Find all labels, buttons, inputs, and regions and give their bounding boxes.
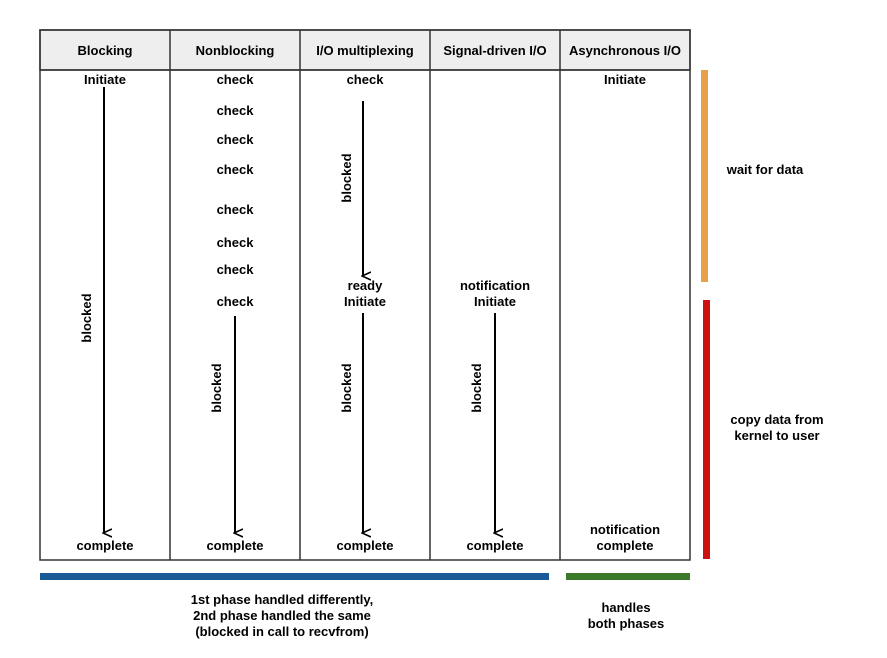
nonblocking-check-label: check — [217, 103, 255, 118]
multiplexing-initiate-label: Initiate — [344, 294, 386, 309]
signal-notification-label: notification — [460, 278, 530, 293]
nonblocking-complete-label: complete — [206, 538, 263, 553]
async-initiate-label: Initiate — [604, 72, 646, 87]
nonblocking-check-label: check — [217, 262, 255, 277]
async-model-caption: handles — [601, 600, 650, 615]
multiplexing-ready-label: ready — [348, 278, 383, 293]
column-header-signal-driven: Signal-driven I/O — [443, 43, 546, 58]
async-model-caption: both phases — [588, 616, 665, 631]
models-table — [39, 29, 691, 561]
wait-phase-label: wait for data — [726, 162, 804, 177]
column-header-nonblocking: Nonblocking — [196, 43, 275, 58]
nonblocking-check-label: check — [217, 132, 255, 147]
blocking-blocked-label: blocked — [79, 293, 94, 342]
wait-phase-bar — [701, 70, 708, 282]
signal-initiate-label: Initiate — [474, 294, 516, 309]
async-notification-label: notification — [590, 522, 660, 537]
first-four-models-caption: 1st phase handled differently, — [191, 592, 374, 607]
async-model-bar — [566, 573, 690, 580]
nonblocking-check-label: check — [217, 162, 255, 177]
nonblocking-check-label: check — [217, 294, 255, 309]
nonblocking-check-label: check — [217, 235, 255, 250]
copy-phase-label: copy data from — [730, 412, 823, 427]
blocking-initiate-label: Initiate — [84, 72, 126, 87]
signal-complete-label: complete — [466, 538, 523, 553]
blocking-complete-label: complete — [76, 538, 133, 553]
multiplexing-blocked-label: blocked — [339, 153, 354, 202]
header-row-background — [39, 29, 691, 71]
async-complete-label: complete — [596, 538, 653, 553]
column-header-asynchronous: Asynchronous I/O — [569, 43, 681, 58]
column-header-blocking: Blocking — [78, 43, 133, 58]
first-four-models-caption: (blocked in call to recvfrom) — [195, 624, 368, 639]
nonblocking-blocked-label: blocked — [209, 363, 224, 412]
column-header-io-multiplexing: I/O multiplexing — [316, 43, 414, 58]
nonblocking-check-label: check — [217, 72, 255, 87]
copy-phase-label: kernel to user — [734, 428, 819, 443]
multiplexing-check-label: check — [347, 72, 385, 87]
copy-phase-bar — [703, 300, 710, 559]
signal-blocked-label: blocked — [469, 363, 484, 412]
first-four-models-bar — [40, 573, 549, 580]
multiplexing-blocked-label: blocked — [339, 363, 354, 412]
multiplexing-complete-label: complete — [336, 538, 393, 553]
first-four-models-caption: 2nd phase handled the same — [193, 608, 371, 623]
nonblocking-check-label: check — [217, 202, 255, 217]
table-border — [39, 29, 691, 561]
